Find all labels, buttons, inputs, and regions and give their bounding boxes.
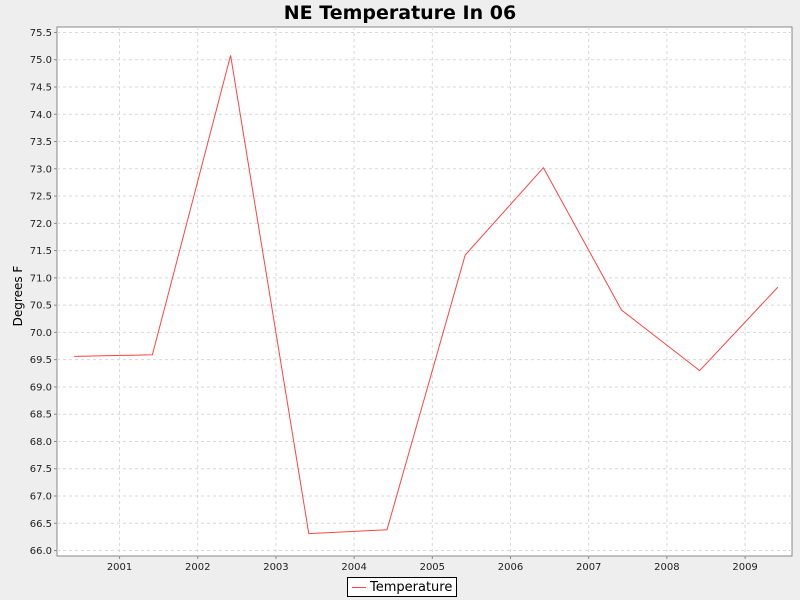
- legend-label-temperature: Temperature: [370, 579, 453, 595]
- y-tick-label: 73.5: [30, 137, 52, 148]
- gridlines: [57, 27, 792, 556]
- x-tick-label: 2002: [185, 562, 210, 573]
- y-tick-label: 72.0: [30, 219, 52, 230]
- y-tick-label: 71.5: [30, 246, 52, 257]
- y-axis-ticks: 66.0 66.5 67.0 67.5 68.0 68.5 69.0 69.5 70.0 70.5…: [30, 28, 57, 557]
- x-tick-label: 2009: [732, 562, 757, 573]
- y-tick-label: 70.0: [30, 328, 52, 339]
- y-tick-label: 75.0: [30, 55, 52, 66]
- x-tick-label: 2003: [263, 562, 288, 573]
- series-line-temperature: [74, 55, 779, 535]
- x-tick-label: 2007: [576, 562, 601, 573]
- x-tick-label: 2005: [420, 562, 445, 573]
- y-tick-label: 67.5: [30, 464, 52, 475]
- y-tick-label: 71.0: [30, 273, 52, 284]
- y-tick-label: 68.5: [30, 410, 52, 421]
- y-axis-label: Degrees F: [11, 266, 25, 327]
- x-tick-label: 2004: [341, 562, 366, 573]
- y-tick-label: 72.5: [30, 192, 52, 203]
- y-tick-label: 67.0: [30, 492, 52, 503]
- y-tick-label: 66.5: [30, 519, 52, 530]
- x-tick-label: 2006: [498, 562, 523, 573]
- y-tick-label: 69.5: [30, 355, 52, 366]
- y-tick-label: 75.5: [30, 28, 52, 39]
- x-tick-label: 2001: [107, 562, 132, 573]
- y-tick-label: 73.0: [30, 164, 52, 175]
- legend: Temperature: [347, 577, 458, 597]
- y-tick-label: 66.0: [30, 546, 52, 557]
- y-tick-label: 74.5: [30, 82, 52, 93]
- x-tick-label: 2008: [654, 562, 679, 573]
- y-tick-label: 69.0: [30, 382, 52, 393]
- chart-title: NE Temperature In 06: [283, 2, 517, 24]
- series-layer: [74, 55, 779, 535]
- x-axis-ticks: 2001 2002 2003 2004 2005 2006 2007 2008 2009: [107, 556, 758, 573]
- y-tick-label: 68.0: [30, 437, 52, 448]
- y-tick-label: 74.0: [30, 110, 52, 121]
- plot-area: [56, 26, 793, 557]
- y-tick-label: 70.5: [30, 301, 52, 312]
- legend-swatch-temperature: [352, 586, 366, 588]
